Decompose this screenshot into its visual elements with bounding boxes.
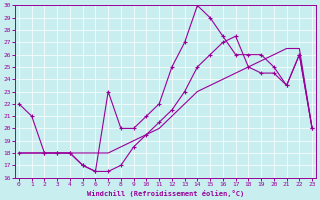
- X-axis label: Windchill (Refroidissement éolien,°C): Windchill (Refroidissement éolien,°C): [87, 190, 244, 197]
